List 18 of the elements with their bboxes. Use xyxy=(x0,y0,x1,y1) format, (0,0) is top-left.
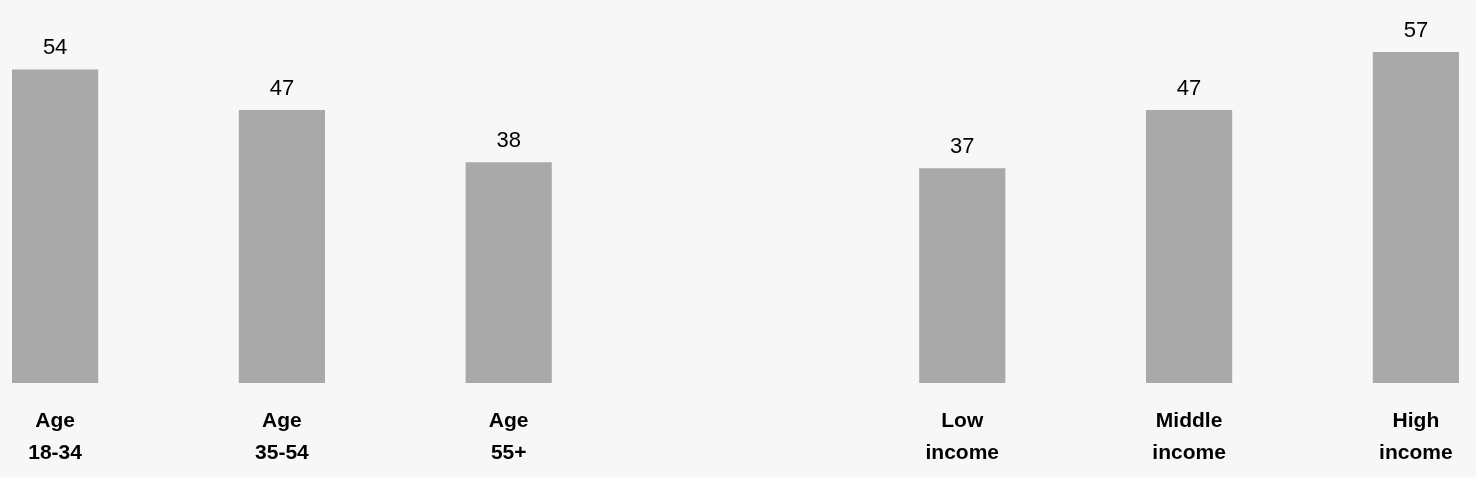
bar xyxy=(465,162,552,383)
bar xyxy=(1372,52,1459,383)
bar xyxy=(238,110,325,383)
x-tick-label: Middle income xyxy=(1152,407,1226,463)
x-tick-label: Age 55+ xyxy=(488,407,529,463)
data-label: 57 xyxy=(1403,17,1429,42)
bar xyxy=(919,168,1006,383)
x-tick-label: Age 18-34 xyxy=(28,407,83,463)
data-label: 54 xyxy=(42,34,68,60)
data-label: 38 xyxy=(496,127,521,153)
data-label: 47 xyxy=(269,75,295,101)
data-label: 47 xyxy=(1176,75,1202,101)
x-tick-label: High income xyxy=(1379,407,1453,463)
bar xyxy=(1146,110,1233,383)
data-label: 37 xyxy=(950,133,975,159)
bar xyxy=(12,69,99,383)
x-tick-label: Low income xyxy=(925,407,1000,463)
x-tick-label: Age 35-54 xyxy=(255,407,310,463)
